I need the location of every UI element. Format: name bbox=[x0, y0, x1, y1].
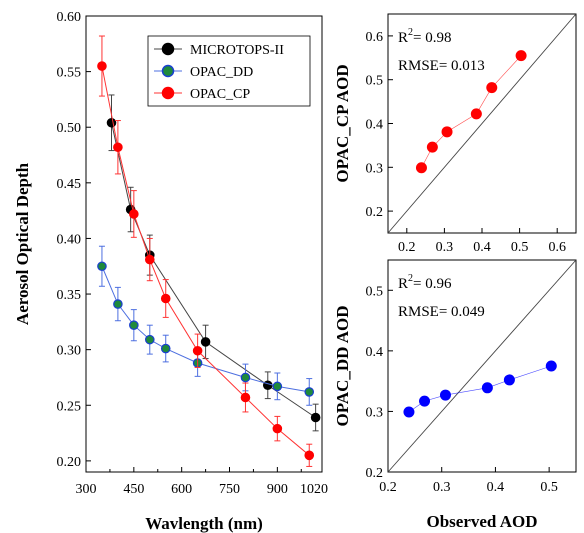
data-point bbox=[262, 380, 273, 391]
data-point bbox=[113, 142, 123, 153]
dd-data-point bbox=[403, 406, 415, 418]
data-point bbox=[272, 423, 283, 434]
main-x-tick-label: 450 bbox=[123, 482, 144, 497]
main-y-axis-label: Aerosol Optical Depth bbox=[13, 162, 32, 325]
main-x-axis-label: Wavlength (nm) bbox=[145, 514, 263, 533]
cp-y-tick-label: 0.4 bbox=[366, 118, 384, 133]
legend-marker bbox=[161, 42, 175, 56]
dd-rmse-annotation: RMSE= 0.049 bbox=[398, 304, 485, 320]
dd-data-point bbox=[503, 374, 515, 386]
cp-x-tick-label: 0.5 bbox=[511, 240, 529, 255]
main-y-tick-label: 0.20 bbox=[57, 455, 82, 470]
series-microtops-ii bbox=[106, 94, 321, 432]
data-point bbox=[160, 293, 171, 304]
data-point bbox=[129, 209, 139, 219]
cp-x-tick-label: 0.6 bbox=[548, 240, 566, 255]
dd-y-tick-label: 0.3 bbox=[366, 405, 384, 420]
dd-data-point bbox=[545, 360, 557, 372]
data-point bbox=[97, 61, 107, 71]
cp-rmse-annotation: RMSE= 0.013 bbox=[398, 58, 485, 74]
dd-x-tick-label: 0.2 bbox=[379, 480, 397, 495]
main-x-tick-label: 900 bbox=[267, 482, 288, 497]
legend-marker bbox=[161, 64, 175, 78]
cp-data-point bbox=[426, 141, 438, 153]
main-y-tick-label: 0.60 bbox=[57, 10, 82, 25]
legend-label: OPAC_DD bbox=[190, 65, 253, 80]
cp-data-point bbox=[515, 50, 527, 62]
data-point bbox=[106, 117, 117, 128]
legend-label: MICROTOPS-II bbox=[190, 43, 284, 58]
cp-x-tick-label: 0.4 bbox=[473, 240, 491, 255]
dd-y-tick-label: 0.5 bbox=[366, 284, 384, 299]
data-point bbox=[240, 392, 251, 403]
data-point bbox=[97, 261, 107, 272]
main-plot-frame bbox=[85, 15, 323, 473]
cp-data-point bbox=[486, 82, 498, 94]
data-point bbox=[113, 299, 123, 309]
data-point bbox=[272, 381, 283, 392]
dd-x-tick-label: 0.3 bbox=[433, 480, 451, 495]
cp-y-tick-label: 0.2 bbox=[366, 205, 384, 220]
data-point bbox=[160, 343, 171, 354]
dd-data-point bbox=[419, 395, 431, 407]
dd-r2-annotation: R2= 0.96 bbox=[398, 273, 452, 292]
main-y-tick-label: 0.40 bbox=[57, 232, 82, 247]
data-point bbox=[129, 320, 139, 330]
legend-marker bbox=[161, 86, 175, 100]
main-x-tick-label: 300 bbox=[76, 482, 97, 497]
dd-data-point bbox=[481, 382, 493, 394]
data-point bbox=[310, 412, 321, 423]
series-line bbox=[101, 65, 310, 456]
main-y-tick-label: 0.35 bbox=[57, 288, 82, 303]
data-point bbox=[144, 334, 155, 345]
dd-y-axis-label: OPAC_DD AOD bbox=[333, 305, 352, 426]
main-y-tick-label: 0.55 bbox=[57, 66, 82, 81]
legend-label: OPAC_CP bbox=[190, 87, 250, 102]
main-x-tick-label: 1020 bbox=[300, 482, 328, 497]
cp-x-tick-label: 0.3 bbox=[436, 240, 454, 255]
cp-data-point bbox=[470, 108, 482, 120]
main-y-tick-label: 0.50 bbox=[57, 121, 82, 136]
data-point bbox=[144, 254, 155, 265]
dd-y-tick-label: 0.4 bbox=[366, 345, 384, 360]
dd-y-tick-label: 0.2 bbox=[366, 466, 384, 481]
main-y-tick-label: 0.25 bbox=[57, 399, 82, 414]
dd-x-axis-label: Observed AOD bbox=[427, 512, 538, 531]
legend: MICROTOPS-II OPAC_DD OPAC_CP bbox=[147, 35, 311, 107]
data-point bbox=[240, 372, 251, 383]
dd-data-point bbox=[439, 389, 451, 401]
main-x-tick-label: 750 bbox=[219, 482, 240, 497]
cp-x-tick-label: 0.2 bbox=[398, 240, 416, 255]
dd-plot-frame bbox=[387, 259, 577, 473]
cp-data-point bbox=[415, 162, 427, 174]
cp-one-to-one-line bbox=[387, 13, 577, 234]
dd-one-to-one-line bbox=[387, 259, 577, 473]
data-point bbox=[304, 450, 315, 461]
main-y-tick-label: 0.30 bbox=[57, 344, 82, 359]
cp-y-tick-label: 0.3 bbox=[366, 161, 384, 176]
cp-r2-annotation: R2= 0.98 bbox=[398, 27, 451, 46]
cp-y-axis-label: OPAC_CP AOD bbox=[333, 64, 352, 182]
cp-data-point bbox=[441, 126, 453, 138]
series-line bbox=[111, 122, 316, 418]
dd-x-tick-label: 0.4 bbox=[487, 480, 505, 495]
dd-x-tick-label: 0.5 bbox=[540, 480, 558, 495]
series-opac-cp bbox=[97, 35, 315, 467]
main-x-tick-label: 600 bbox=[171, 482, 192, 497]
data-point bbox=[304, 387, 315, 397]
data-point bbox=[192, 345, 203, 356]
cp-y-tick-label: 0.6 bbox=[366, 30, 384, 45]
cp-y-tick-label: 0.5 bbox=[366, 74, 384, 89]
dd-series-line bbox=[408, 365, 552, 413]
data-point bbox=[200, 337, 211, 347]
main-y-tick-label: 0.45 bbox=[57, 177, 82, 192]
